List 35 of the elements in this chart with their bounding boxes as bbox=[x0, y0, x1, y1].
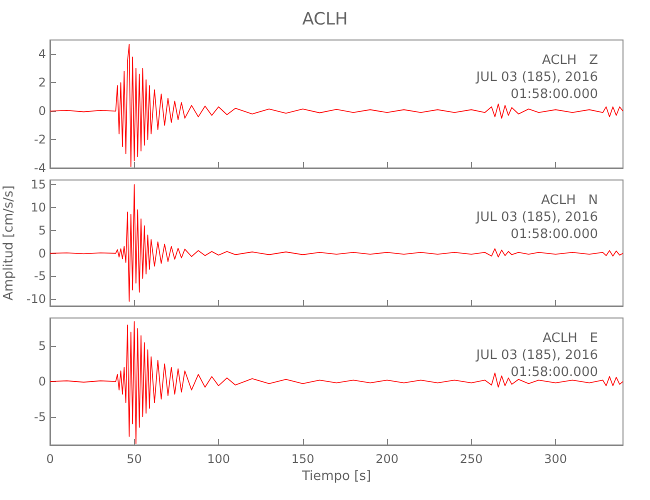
annotation: ACLH E bbox=[542, 331, 598, 346]
y-tick-label: 5 bbox=[38, 339, 46, 354]
line-series bbox=[50, 44, 624, 167]
line-series bbox=[50, 321, 624, 444]
annotation: ACLH Z bbox=[542, 53, 598, 68]
y-axis-title: Amplitud [cm/s/s] bbox=[2, 185, 16, 301]
y-tick-label: 15 bbox=[30, 178, 46, 192]
annotation: JUL 03 (185), 2016 bbox=[475, 348, 598, 363]
annotation: JUL 03 (185), 2016 bbox=[475, 70, 598, 85]
y-tick-label: 0 bbox=[38, 374, 46, 388]
chart-title: ACLH bbox=[302, 10, 348, 30]
annotation: 01:58:00.000 bbox=[510, 227, 598, 242]
x-tick-label: 100 bbox=[207, 452, 230, 466]
y-tick-label: -2 bbox=[34, 132, 46, 147]
line-series bbox=[50, 184, 624, 302]
y-tick-label: 4 bbox=[38, 47, 46, 62]
annotation: ACLH N bbox=[541, 193, 598, 208]
y-tick-label: 5 bbox=[38, 223, 46, 238]
x-axis-title: Tiempo [s] bbox=[300, 468, 372, 484]
x-tick-label: 200 bbox=[376, 452, 399, 466]
x-tick-label: 300 bbox=[544, 452, 568, 466]
y-tick-label: -4 bbox=[34, 161, 46, 175]
y-tick-label: 0 bbox=[38, 104, 46, 118]
annotation: JUL 03 (185), 2016 bbox=[475, 210, 598, 225]
x-tick-label: 250 bbox=[460, 452, 483, 466]
x-tick-label: 150 bbox=[291, 452, 314, 466]
y-tick-label: 0 bbox=[38, 246, 46, 260]
y-tick-label: 2 bbox=[38, 76, 46, 90]
annotation: 01:58:00.000 bbox=[510, 87, 598, 102]
annotation: 01:58:00.000 bbox=[510, 365, 598, 380]
y-tick-label: -10 bbox=[26, 292, 46, 306]
y-tick-label: 10 bbox=[30, 200, 46, 214]
y-tick-label: -5 bbox=[34, 269, 46, 284]
x-tick-label: 50 bbox=[126, 452, 142, 466]
y-tick-label: -5 bbox=[34, 410, 46, 424]
